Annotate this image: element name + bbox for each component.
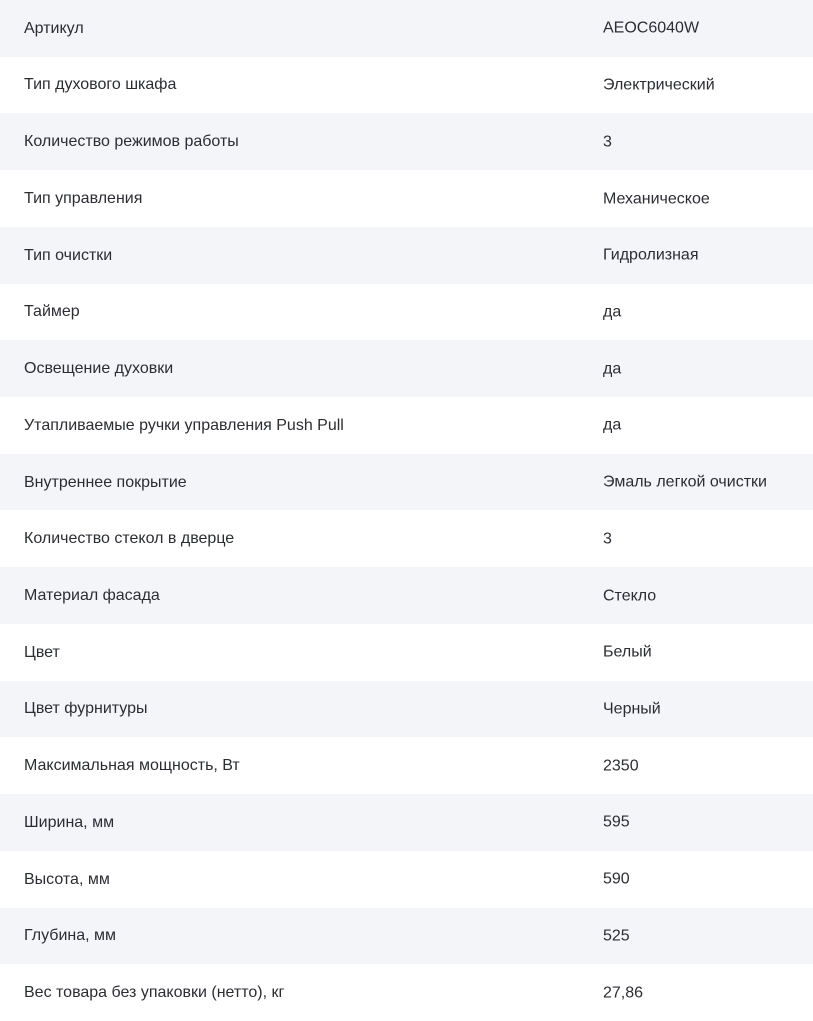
spec-row: Таймер да	[0, 283, 813, 341]
spec-value: Электрический	[603, 76, 715, 94]
spec-row: Тип духового шкафа Электрический	[0, 56, 813, 114]
spec-label: Утапливаемые ручки управления Push Pull	[24, 416, 344, 434]
spec-value: да	[603, 360, 622, 378]
spec-value: 3	[603, 530, 612, 548]
spec-value: Механическое	[603, 189, 710, 207]
spec-label: Вес товара без упаковки (нетто), кг	[24, 983, 285, 1001]
spec-row: Материал фасада Стекло	[0, 567, 813, 624]
spec-label: Ширина, мм	[24, 813, 115, 831]
spec-row: Глубина, мм 525	[0, 907, 813, 965]
spec-value: Эмаль легкой очистки	[603, 473, 767, 491]
spec-row: Утапливаемые ручки управления Push Pull …	[0, 397, 813, 454]
spec-label: Тип управления	[24, 189, 143, 207]
spec-row: Количество режимов работы 3	[0, 113, 813, 171]
spec-value: AEOC6040W	[603, 19, 700, 37]
spec-value: Стекло	[603, 586, 657, 604]
spec-value: 595	[603, 813, 630, 831]
spec-label: Внутреннее покрытие	[24, 473, 187, 491]
spec-label: Количество режимов работы	[24, 133, 239, 151]
spec-label: Тип очистки	[24, 246, 113, 264]
spec-label: Таймер	[24, 303, 80, 321]
spec-row: Максимальная мощность, Вт 2350	[0, 737, 813, 795]
spec-row: Внутреннее покрытие Эмаль легкой очистки	[0, 453, 813, 511]
spec-value: да	[603, 303, 622, 321]
spec-value: 3	[603, 133, 612, 151]
spec-label: Глубина, мм	[24, 927, 117, 945]
spec-label: Артикул	[24, 19, 84, 37]
spec-label: Освещение духовки	[24, 360, 174, 378]
spec-value: Черный	[603, 700, 661, 718]
spec-row: Высота, мм 590	[0, 850, 813, 908]
spec-row: Цвет Белый	[0, 623, 813, 681]
spec-value: Белый	[603, 643, 652, 661]
spec-value: 590	[603, 870, 630, 888]
spec-label: Цвет фурнитуры	[24, 700, 148, 718]
spec-label: Высота, мм	[24, 870, 110, 888]
spec-label: Материал фасада	[24, 586, 160, 604]
spec-row: Цвет фурнитуры Черный	[0, 680, 813, 738]
spec-value: Гидролизная	[603, 246, 699, 264]
spec-row: Тип очистки Гидролизная	[0, 226, 813, 284]
spec-value: да	[603, 416, 622, 434]
spec-row: Артикул AEOC6040W	[0, 0, 813, 57]
spec-label: Цвет	[24, 643, 60, 661]
spec-row: Ширина, мм 595	[0, 794, 813, 851]
spec-row: Вес товара без упаковки (нетто), кг 27,8…	[0, 964, 813, 1021]
spec-row: Освещение духовки да	[0, 340, 813, 398]
spec-value: 525	[603, 927, 630, 945]
spec-label: Максимальная мощность, Вт	[24, 757, 240, 775]
spec-label: Количество стекол в дверце	[24, 530, 235, 548]
spec-row: Тип управления Механическое	[0, 170, 813, 227]
spec-value: 2350	[603, 757, 639, 775]
spec-value: 27,86	[603, 983, 644, 1001]
spec-label: Тип духового шкафа	[24, 76, 177, 94]
spec-row: Количество стекол в дверце 3	[0, 510, 813, 568]
